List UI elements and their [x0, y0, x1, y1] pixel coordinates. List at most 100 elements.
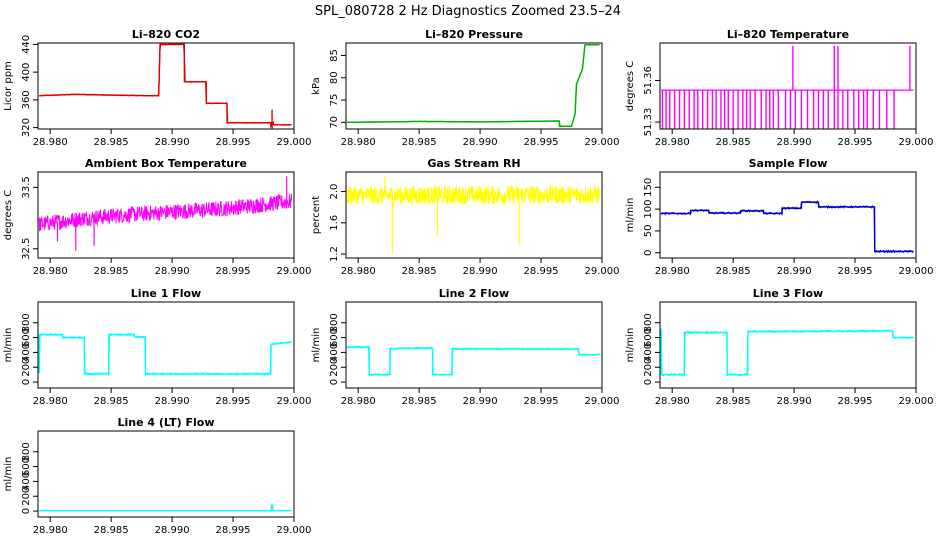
y-tick-label: 150: [643, 178, 654, 197]
y-tick-label: 600: [329, 328, 340, 347]
series-line: [39, 504, 292, 512]
y-tick-label: 800: [21, 313, 32, 332]
x-tick-label: 28.995: [524, 137, 559, 148]
data-layer: [660, 328, 915, 378]
series-noise: [346, 345, 600, 377]
panel-title: Line 2 Flow: [439, 287, 509, 300]
x-tick-label: 29.000: [899, 266, 934, 277]
x-tick-label: 28.980: [655, 137, 690, 148]
y-tick-label: 75: [329, 94, 340, 107]
x-tick-label: 28.995: [524, 266, 559, 277]
plot-frame: [37, 430, 295, 518]
series-noise: [660, 200, 914, 254]
y-tick-label: 200: [329, 358, 340, 377]
y-tick-label: 32.5: [21, 238, 32, 260]
panel-title: Line 4 (LT) Flow: [118, 416, 215, 429]
x-tick-label: 29.000: [277, 396, 312, 407]
y-tick-label: 360: [21, 90, 32, 109]
x-tick-label: 28.995: [216, 525, 251, 536]
panel-title: Gas Stream RH: [427, 157, 520, 170]
x-tick-label: 28.995: [216, 266, 251, 277]
y-tick-label: 400: [329, 343, 340, 362]
x-tick-label: 28.985: [716, 137, 751, 148]
y-tick-label: 600: [21, 328, 32, 347]
x-tick-label: 28.980: [33, 525, 68, 536]
series-line: [347, 346, 600, 376]
chart-panel: Li–820 Pressure kPa 28.980 28.985 28.990 28.9…: [311, 28, 620, 148]
y-axis-label: degrees C: [3, 190, 14, 240]
chart-panel: Ambient Box Temperature degrees C 28.980 28…: [3, 157, 312, 277]
y-tick-label: 0: [643, 379, 654, 385]
series-noise: [346, 185, 601, 206]
figure-title: SPL_080728 2 Hz Diagnostics Zoomed 23.5–…: [315, 4, 621, 19]
series-noise: [39, 43, 292, 128]
panel-title: Ambient Box Temperature: [85, 157, 247, 170]
y-tick-label: 800: [21, 442, 32, 461]
y-tick-label: 440: [21, 35, 32, 54]
plot-frame: [37, 301, 295, 389]
x-tick-label: 28.990: [463, 137, 498, 148]
y-axis-label: ml/min: [625, 198, 636, 233]
y-tick-label: 320: [21, 118, 32, 137]
series-line: [660, 328, 914, 376]
series-noise: [660, 328, 915, 378]
y-axis-label: percent: [311, 196, 322, 234]
x-tick-label: 29.000: [277, 137, 312, 148]
y-tick-label: 200: [21, 358, 32, 377]
y-tick-label: 50: [643, 225, 654, 238]
data-layer: [38, 332, 292, 377]
x-tick-label: 28.995: [524, 396, 559, 407]
series-noise: [347, 44, 600, 128]
plot-frame: [345, 42, 603, 130]
panel-title: Line 3 Flow: [753, 287, 823, 300]
y-tick-label: 800: [329, 313, 340, 332]
chart-panel: Li–820 CO2 Licor ppm 28.980 28.985 28.990 28.…: [3, 28, 312, 148]
x-tick-label: 28.990: [777, 137, 812, 148]
x-tick-label: 28.980: [655, 266, 690, 277]
x-tick-label: 28.995: [838, 137, 873, 148]
plot-frame: [345, 171, 603, 259]
x-tick-label: 28.985: [94, 137, 129, 148]
x-tick-label: 28.995: [838, 396, 873, 407]
x-tick-label: 28.980: [33, 266, 68, 277]
data-layer: [346, 345, 600, 377]
y-tick-label: 200: [21, 487, 32, 506]
x-tick-label: 28.990: [155, 396, 190, 407]
y-tick-label: 1.6: [329, 215, 340, 231]
x-tick-label: 28.980: [33, 396, 68, 407]
x-tick-label: 28.985: [716, 266, 751, 277]
y-axis-label: ml/min: [625, 328, 636, 363]
x-tick-label: 28.980: [341, 396, 376, 407]
chart-panel: Line 4 (LT) Flow ml/min 28.980 28.985 28.990…: [3, 416, 312, 536]
panel-title: Li–820 Temperature: [727, 28, 849, 41]
panel-title: Li–820 Pressure: [425, 28, 523, 41]
plot-frame: [659, 171, 917, 259]
chart-panel: Line 1 Flow ml/min 28.980 28.985 28.990 28.99…: [3, 287, 312, 407]
x-tick-label: 28.990: [155, 266, 190, 277]
chart-panel: Line 3 Flow ml/min 28.980 28.985 28.990 28.99…: [625, 287, 934, 407]
x-tick-label: 28.985: [402, 266, 437, 277]
y-tick-label: 400: [643, 343, 654, 362]
series-line: [661, 201, 914, 253]
data-layer: [39, 43, 292, 129]
x-tick-label: 28.980: [341, 137, 376, 148]
data-layer: [661, 45, 914, 129]
y-tick-label: 0: [21, 508, 32, 514]
x-tick-label: 28.995: [216, 396, 251, 407]
chart-panel: Li–820 Temperature degrees C 28.980 28.985 2…: [625, 28, 934, 148]
y-tick-label: 80: [329, 71, 340, 84]
x-tick-label: 28.985: [94, 396, 129, 407]
x-tick-label: 28.985: [94, 266, 129, 277]
y-tick-label: 51.33: [643, 108, 654, 137]
y-tick-label: 600: [643, 328, 654, 347]
x-tick-label: 29.000: [899, 137, 934, 148]
x-tick-label: 29.000: [899, 396, 934, 407]
panel-title: Sample Flow: [749, 157, 828, 170]
series-line: [347, 44, 600, 128]
chart-panel: Line 2 Flow ml/min 28.980 28.985 28.990 28.99…: [311, 287, 620, 407]
x-tick-label: 29.000: [585, 396, 620, 407]
x-tick-label: 28.990: [463, 266, 498, 277]
data-layer: [347, 44, 600, 128]
y-tick-label: 400: [21, 343, 32, 362]
